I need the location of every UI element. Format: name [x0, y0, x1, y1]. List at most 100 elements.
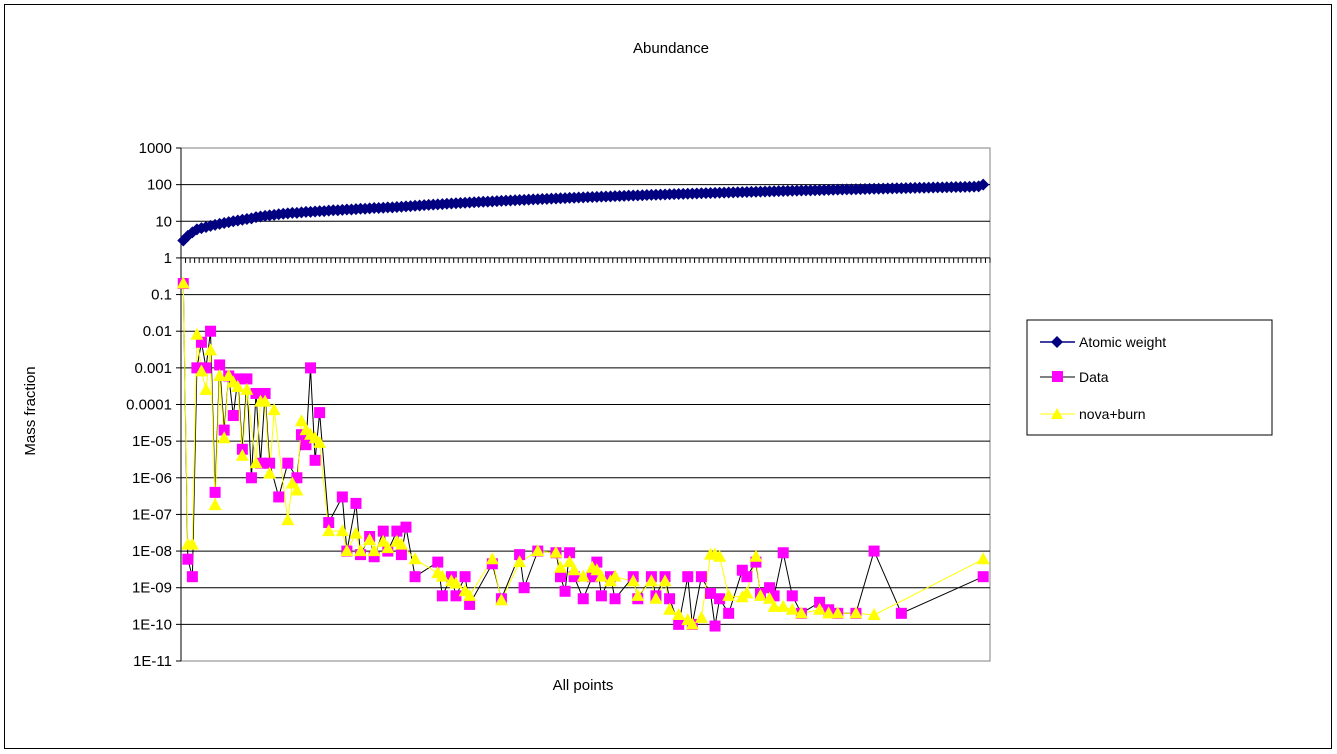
point-nova-burn: [294, 414, 308, 427]
point-nova-burn: [831, 606, 845, 619]
y-axis-label: Mass fraction: [22, 366, 39, 455]
point-data: [200, 362, 212, 374]
point-data: [300, 439, 312, 451]
y-tick-label: 0.0001: [126, 397, 172, 414]
point-data: [786, 590, 798, 602]
point-data: [695, 571, 707, 583]
point-data: [395, 549, 407, 561]
point-data: [409, 571, 421, 583]
point-nova-burn: [263, 466, 277, 479]
point-data: [305, 362, 317, 374]
point-nova-burn: [576, 569, 590, 582]
point-data: [577, 593, 589, 605]
point-nova-burn: [626, 574, 640, 587]
point-data: [464, 598, 476, 610]
point-nova-burn: [713, 549, 727, 562]
point-data: [764, 582, 776, 594]
point-nova-burn: [567, 563, 581, 576]
y-tick-label: 1E-05: [132, 433, 172, 450]
point-nova-burn: [208, 498, 222, 511]
point-data: [309, 454, 321, 466]
point-nova-burn: [763, 591, 777, 604]
point-data: [459, 571, 471, 583]
point-nova-burn: [644, 574, 658, 587]
point-data: [682, 571, 694, 583]
point-data: [350, 497, 362, 509]
legend-label-data: Data: [1079, 369, 1109, 385]
y-tick-label: 1E-06: [132, 470, 172, 487]
point-data: [595, 590, 607, 602]
point-data: [368, 551, 380, 563]
legend-triangle-icon: [1051, 408, 1063, 419]
point-nova-burn: [335, 524, 349, 537]
point-nova-burn: [199, 382, 213, 395]
point-nova-burn: [794, 606, 808, 619]
point-atomic-weight: [977, 178, 990, 191]
point-nova-burn: [194, 364, 208, 377]
point-data: [586, 571, 598, 583]
point-data: [895, 607, 907, 619]
legend-square-icon: [1052, 371, 1063, 382]
point-data: [723, 607, 735, 619]
y-tick-label: 0.001: [134, 360, 172, 377]
point-nova-burn: [554, 560, 568, 573]
point-nova-burn: [349, 526, 363, 539]
y-tick-label: 1E-07: [132, 506, 172, 523]
point-nova-burn: [213, 368, 227, 381]
point-nova-burn: [340, 544, 354, 557]
point-data: [450, 590, 462, 602]
point-nova-burn: [463, 588, 477, 601]
point-nova-burn: [672, 608, 686, 621]
y-tick-label: 1E-10: [132, 616, 172, 633]
point-data: [391, 525, 403, 537]
point-nova-burn: [594, 569, 608, 582]
point-data: [273, 491, 285, 503]
point-nova-burn: [258, 394, 272, 407]
point-nova-burn: [767, 599, 781, 612]
point-nova-burn: [394, 537, 408, 550]
point-data: [255, 457, 267, 469]
point-nova-burn: [363, 533, 377, 546]
point-data: [205, 325, 217, 337]
point-data: [218, 424, 230, 436]
point-data: [555, 571, 567, 583]
point-data: [768, 590, 780, 602]
point-nova-burn: [749, 549, 763, 562]
point-nova-burn: [381, 541, 395, 554]
point-data: [704, 587, 716, 599]
point-data: [741, 571, 753, 583]
point-data: [232, 373, 244, 385]
point-nova-burn: [249, 456, 263, 469]
point-nova-burn: [449, 576, 463, 589]
point-nova-burn: [435, 569, 449, 582]
point-data: [250, 387, 262, 399]
point-nova-burn: [867, 608, 881, 621]
y-tick-label: 1E-09: [132, 580, 172, 597]
point-data: [777, 547, 789, 559]
point-nova-burn: [663, 602, 677, 615]
point-data: [977, 571, 989, 583]
y-tick-label: 10: [155, 213, 172, 230]
point-nova-burn: [813, 602, 827, 615]
y-tick-label: 1: [164, 250, 172, 267]
point-nova-burn: [531, 544, 545, 557]
point-nova-burn: [176, 276, 190, 289]
point-nova-burn: [513, 555, 527, 568]
point-data: [750, 556, 762, 568]
point-data: [264, 457, 276, 469]
point-nova-burn: [185, 537, 199, 550]
point-nova-burn: [549, 545, 563, 558]
point-data: [709, 620, 721, 632]
point-nova-burn: [313, 435, 327, 448]
legend-item-nova-burn: nova+burn: [1040, 406, 1146, 422]
chart-title: Abundance: [633, 40, 709, 57]
point-data: [609, 593, 621, 605]
legend: Atomic weight Data nova+burn: [1026, 319, 1273, 436]
point-nova-burn: [290, 483, 304, 496]
point-nova-burn: [694, 610, 708, 623]
point-data: [245, 472, 257, 484]
point-data: [241, 373, 253, 385]
point-data: [673, 618, 685, 630]
legend-item-data: Data: [1040, 369, 1109, 385]
point-nova-burn: [267, 403, 281, 416]
